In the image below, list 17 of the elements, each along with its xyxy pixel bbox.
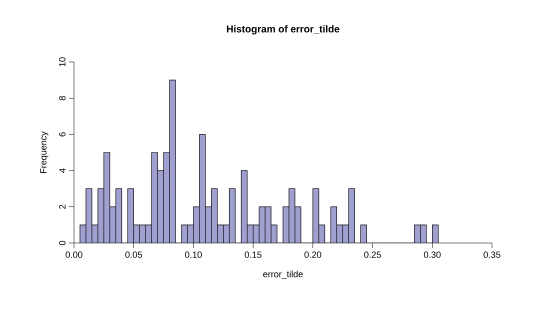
x-tick-label: 0.10 [185, 252, 202, 258]
y-tick-label: 0 [59, 240, 66, 246]
x-tick-label: 0.25 [364, 252, 381, 258]
y-tick-label: 6 [59, 132, 66, 136]
x-tick-label: 0.20 [304, 252, 322, 258]
x-tick-label: 0.15 [244, 252, 262, 258]
y-axis-title: Frequency [40, 131, 48, 173]
x-tick-label: 0.30 [424, 252, 441, 258]
x-tick-label: 0.05 [125, 252, 142, 258]
x-axis-title: error_tilde [263, 270, 303, 279]
chart-title: Histogram of error_tilde [226, 25, 340, 34]
y-tick-label: 10 [59, 57, 66, 66]
x-tick-label: 0.00 [66, 252, 82, 258]
y-tick-label: 8 [59, 96, 66, 100]
x-tick-label: 0.35 [484, 252, 500, 258]
y-tick-label: 4 [59, 168, 66, 173]
y-tick-label: 2 [59, 204, 66, 209]
